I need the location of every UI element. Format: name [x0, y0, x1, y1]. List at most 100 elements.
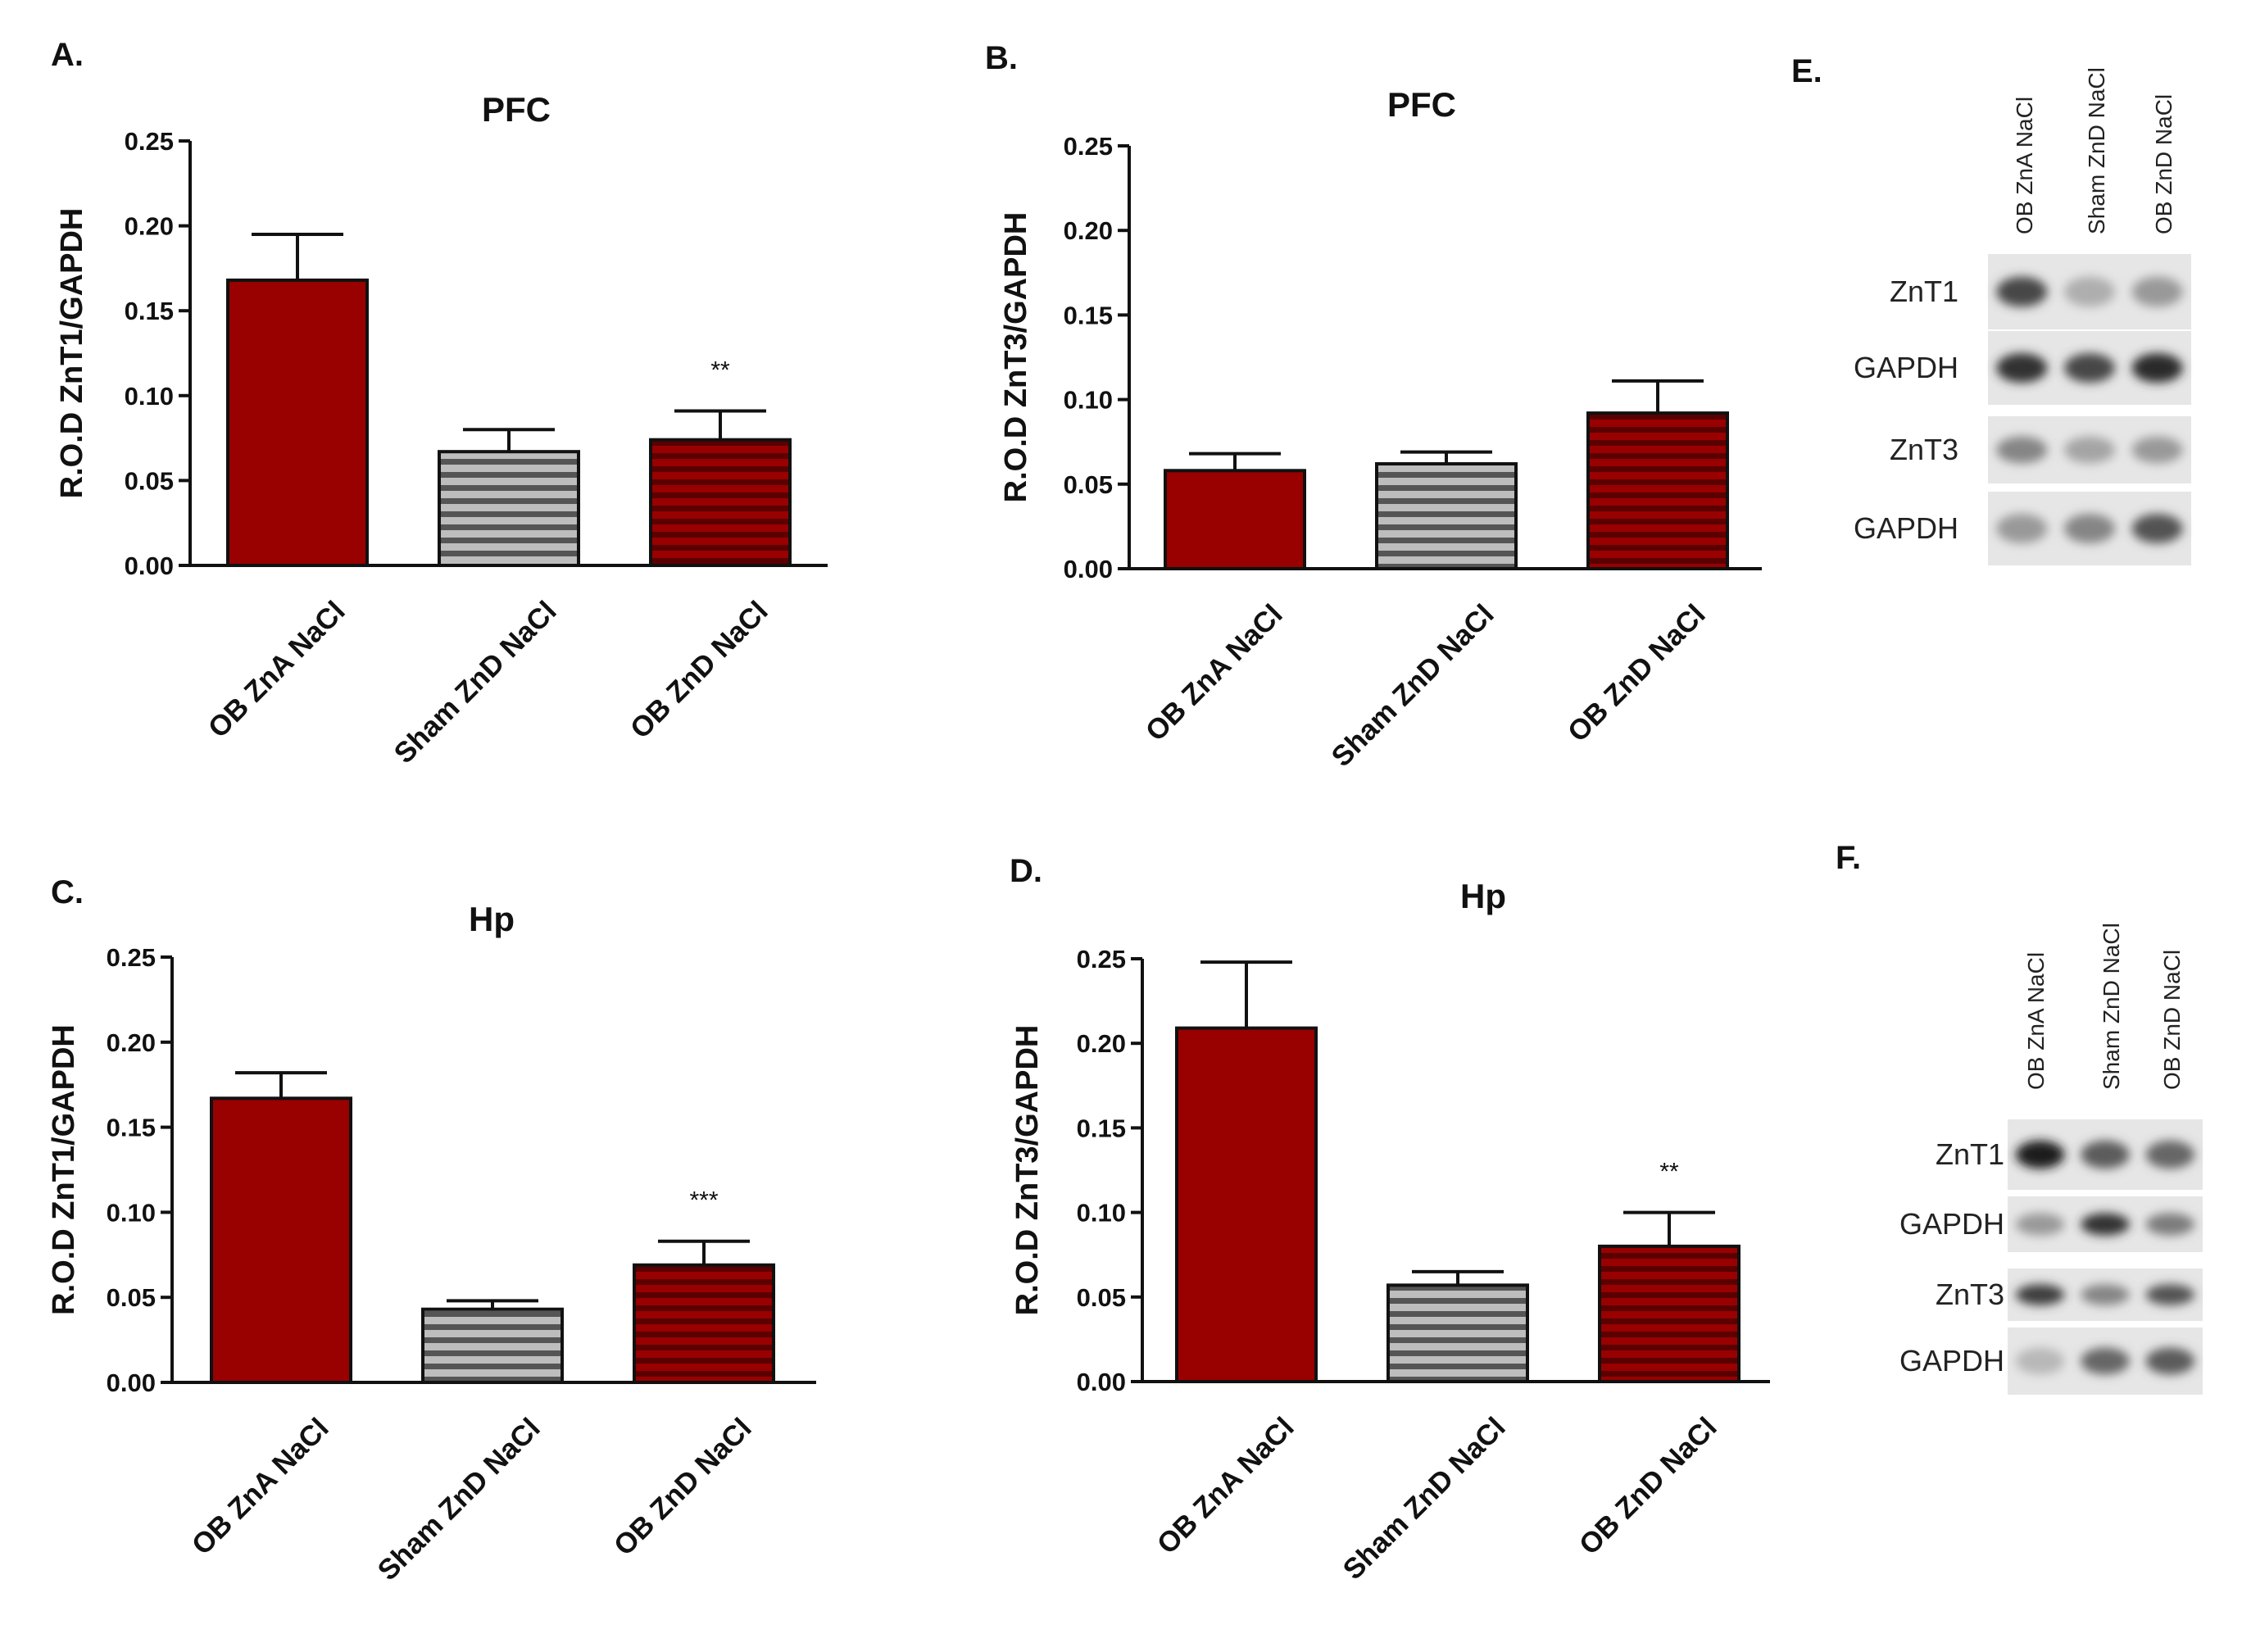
- y-tick-label: 0.00: [125, 551, 174, 580]
- bar-chart-2: C. Hp 0.00 0.05 0.10 0.15 0.20 0.25 R.O.D ZnT1/G…: [47, 874, 816, 1586]
- x-category-label: OB ZnA NaCl: [1140, 598, 1289, 747]
- bar-chart-1: B. PFC 0.00 0.05 0.10 0.15 0.20 0.25 R.O.D ZnT3/…: [985, 40, 1762, 773]
- y-tick-label: 0.20: [125, 212, 174, 241]
- lane-label: OB ZnA NaCl: [2012, 97, 2037, 234]
- blot-band: [2064, 353, 2115, 383]
- bar-chart-3: D. Hp 0.00 0.05 0.10 0.15 0.20 0.25 R.O.D ZnT3/G…: [1010, 853, 1770, 1586]
- bar: [438, 450, 580, 568]
- significance-marker: **: [710, 356, 730, 384]
- y-tick-label: 0.15: [107, 1114, 156, 1142]
- chart-title: PFC: [1387, 85, 1456, 124]
- bar: [1386, 1283, 1529, 1384]
- x-category-label: Sham ZnD NaCl: [371, 1412, 546, 1586]
- blot-band: [2081, 1213, 2130, 1236]
- blot-band: [2081, 1347, 2130, 1375]
- blot-band: [2064, 514, 2115, 543]
- lane-label: OB ZnD NaCl: [2159, 950, 2185, 1090]
- lane-label: OB ZnA NaCl: [2023, 952, 2049, 1090]
- bar: [649, 438, 792, 567]
- y-tick-label: 0.00: [1064, 555, 1113, 583]
- y-axis-label: R.O.D ZnT3/GAPDH: [1010, 1025, 1045, 1316]
- bar: [210, 1096, 352, 1384]
- y-axis-label: R.O.D ZnT3/GAPDH: [999, 212, 1033, 503]
- y-tick-label: 0.15: [125, 297, 174, 325]
- y-tick-label: 0.10: [1077, 1199, 1126, 1228]
- blot-row-label: ZnT1: [1936, 1137, 2004, 1171]
- y-tick-label: 0.25: [1077, 945, 1126, 974]
- panel-letter: E.: [1791, 53, 1822, 89]
- panel-letter: F.: [1836, 840, 1861, 876]
- significance-marker: **: [1659, 1159, 1679, 1186]
- blot-band: [2145, 1347, 2195, 1375]
- blot-row-label: GAPDH: [1899, 1207, 2004, 1241]
- y-tick-label: 0.25: [1064, 132, 1113, 161]
- y-axis-label: R.O.D ZnT1/GAPDH: [47, 1024, 81, 1315]
- lane-label: Sham ZnD NaCl: [2084, 67, 2109, 234]
- y-tick-label: 0.10: [125, 382, 174, 411]
- x-category-label: OB ZnA NaCl: [186, 1412, 335, 1561]
- lane-label: OB ZnD NaCl: [2151, 94, 2176, 234]
- blot-band: [1996, 276, 2048, 307]
- blot-row-label: GAPDH: [1899, 1344, 2004, 1377]
- blot-band: [2131, 353, 2183, 383]
- y-tick-label: 0.05: [107, 1283, 156, 1312]
- x-category-label: OB ZnD NaCl: [1562, 598, 1712, 748]
- blot-band: [2081, 1140, 2130, 1169]
- blot-row-label: ZnT3: [1890, 433, 1958, 466]
- y-tick-label: 0.15: [1077, 1114, 1126, 1142]
- blot-band: [2145, 1284, 2195, 1305]
- y-tick-label: 0.20: [107, 1028, 156, 1057]
- chart-title: Hp: [1460, 877, 1506, 915]
- blot-band: [2131, 276, 2183, 307]
- blot-band: [2064, 436, 2115, 464]
- blot-row-label: GAPDH: [1854, 511, 1958, 545]
- panel-letter: B.: [985, 40, 1018, 76]
- blot-band: [2015, 1140, 2065, 1169]
- y-tick-label: 0.25: [125, 127, 174, 156]
- bar: [421, 1307, 564, 1385]
- chart-title: PFC: [482, 90, 551, 129]
- bar: [1598, 1244, 1740, 1383]
- x-category-label: Sham ZnD NaCl: [1337, 1411, 1511, 1586]
- x-category-label: OB ZnA NaCl: [202, 595, 352, 744]
- x-category-label: OB ZnD NaCl: [624, 595, 774, 745]
- y-tick-label: 0.25: [107, 943, 156, 972]
- panel-letter: C.: [51, 874, 84, 910]
- western-blot-0: E. OB ZnA NaCl Sham ZnD NaCl OB ZnD NaCl ZnT…: [1791, 53, 2191, 565]
- bar: [1164, 469, 1306, 571]
- blot-band: [2015, 1284, 2065, 1305]
- y-tick-label: 0.05: [125, 466, 174, 495]
- x-category-label: OB ZnD NaCl: [608, 1412, 758, 1562]
- blot-band: [2145, 1213, 2195, 1236]
- bar: [226, 278, 369, 567]
- y-tick-label: 0.05: [1077, 1283, 1126, 1312]
- x-category-label: OB ZnA NaCl: [1151, 1411, 1300, 1560]
- panel-letter: D.: [1010, 853, 1042, 889]
- x-category-label: Sham ZnD NaCl: [1325, 598, 1500, 773]
- chart-title: Hp: [469, 900, 515, 938]
- blot-band: [2081, 1284, 2130, 1305]
- blot-band: [1996, 436, 2048, 464]
- panel-letter: A.: [51, 37, 84, 73]
- x-category-label: OB ZnD NaCl: [1573, 1411, 1723, 1561]
- bar: [1175, 1026, 1318, 1384]
- blot-band: [2131, 514, 2183, 543]
- blot-band: [1996, 514, 2048, 543]
- x-category-label: Sham ZnD NaCl: [388, 595, 562, 769]
- blot-band: [2015, 1347, 2065, 1375]
- blot-row-label: GAPDH: [1854, 351, 1958, 384]
- y-tick-label: 0.20: [1077, 1029, 1126, 1058]
- blot-band: [1996, 353, 2048, 383]
- bar: [1586, 411, 1729, 570]
- lane-label: Sham ZnD NaCl: [2099, 923, 2124, 1090]
- y-tick-label: 0.05: [1064, 470, 1113, 499]
- blot-row-label: ZnT3: [1936, 1278, 2004, 1311]
- y-tick-label: 0.00: [1077, 1368, 1126, 1396]
- y-tick-label: 0.10: [107, 1198, 156, 1227]
- significance-marker: ***: [689, 1187, 718, 1214]
- y-tick-label: 0.10: [1064, 386, 1113, 415]
- blot-band: [2015, 1213, 2065, 1236]
- blot-band: [2131, 436, 2183, 464]
- y-tick-label: 0.00: [107, 1368, 156, 1397]
- y-axis-label: R.O.D ZnT1/GAPDH: [55, 208, 89, 499]
